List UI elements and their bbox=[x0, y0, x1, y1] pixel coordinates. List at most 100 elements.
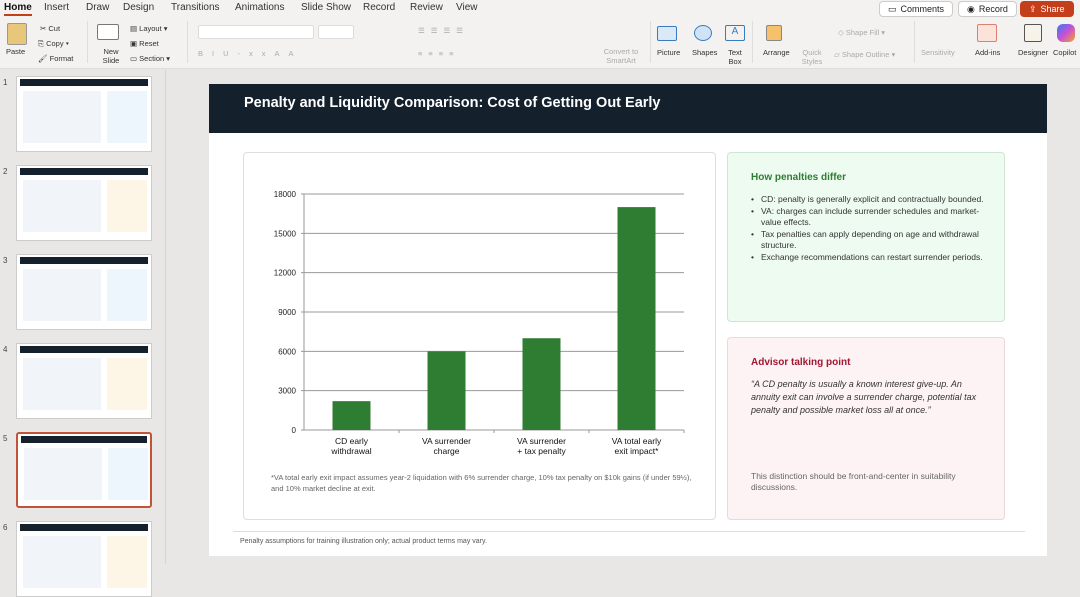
slide-thumbnail-6[interactable] bbox=[16, 521, 152, 597]
copy-button[interactable]: ⎘ Copy ▾ bbox=[38, 39, 69, 48]
new-slide-button[interactable]: New Slide bbox=[102, 47, 120, 65]
x-tick-label: CD early bbox=[335, 436, 369, 446]
tab-insert[interactable]: Insert bbox=[44, 2, 70, 13]
list-item: Tax penalties can apply depending on age… bbox=[751, 229, 996, 252]
picture-icon bbox=[657, 26, 677, 41]
cut-button[interactable]: ✂ Cut bbox=[40, 24, 61, 33]
add-ins-icon bbox=[977, 24, 997, 42]
x-tick-label: VA total early bbox=[612, 436, 662, 446]
thumb-sidebox bbox=[107, 180, 147, 232]
y-tick-label: 9000 bbox=[278, 308, 296, 317]
list-item: CD: penalty is generally explicit and co… bbox=[751, 194, 996, 206]
paragraph-icons[interactable]: ☰☰☰☰ bbox=[418, 26, 469, 35]
arrange-button[interactable]: Arrange bbox=[763, 48, 790, 57]
comments-button[interactable]: ▭ Comments bbox=[879, 1, 954, 17]
slide-thumbnail-5[interactable] bbox=[16, 432, 152, 508]
section-button[interactable]: ▭ Section ▾ bbox=[130, 54, 171, 63]
slide-title[interactable]: Penalty and Liquidity Comparison: Cost o… bbox=[244, 95, 661, 111]
x-tick-label: VA surrender bbox=[517, 436, 566, 446]
chart-footnote: *VA total early exit impact assumes year… bbox=[271, 473, 692, 493]
designer-button[interactable]: Designer bbox=[1018, 48, 1049, 57]
tab-review[interactable]: Review bbox=[410, 2, 443, 13]
slide-number: 1 bbox=[3, 78, 8, 87]
slide-number: 3 bbox=[3, 256, 8, 265]
tab-animations[interactable]: Animations bbox=[235, 2, 285, 13]
share-icon: ⇪ bbox=[1029, 3, 1037, 14]
thumb-header bbox=[20, 79, 148, 86]
list-item: VA: charges can include surrender schedu… bbox=[751, 206, 996, 229]
y-tick-label: 6000 bbox=[278, 347, 296, 356]
record-button[interactable]: ◉ Record bbox=[958, 1, 1017, 17]
penalties-title: How penalties differ bbox=[751, 172, 847, 183]
thumb-content bbox=[23, 536, 101, 588]
thumb-content bbox=[24, 448, 102, 500]
align-icons[interactable]: ≡≡≡≡ bbox=[418, 49, 460, 58]
paste-icon bbox=[7, 23, 27, 45]
slide-footer: Penalty assumptions for training illustr… bbox=[240, 538, 487, 545]
slide-number: 2 bbox=[3, 167, 8, 176]
tab-view[interactable]: View bbox=[456, 2, 478, 13]
share-button[interactable]: ⇪ Share bbox=[1020, 1, 1074, 17]
tab-home[interactable]: Home bbox=[4, 2, 32, 16]
shapes-icon bbox=[694, 25, 712, 41]
footer-divider bbox=[233, 531, 1025, 532]
tab-slide-show[interactable]: Slide Show bbox=[301, 2, 352, 13]
slide-header: Penalty and Liquidity Comparison: Cost o… bbox=[209, 84, 1047, 133]
slide-thumbnail-1[interactable] bbox=[16, 76, 152, 152]
copilot-button[interactable]: Copilot bbox=[1053, 48, 1077, 57]
x-tick-label: + tax penalty bbox=[517, 446, 566, 456]
tab-transitions[interactable]: Transitions bbox=[171, 2, 220, 13]
list-item: Exchange recommendations can restart sur… bbox=[751, 252, 996, 264]
penalties-box[interactable]: How penalties differ CD: penalty is gene… bbox=[727, 152, 1005, 322]
thumb-header bbox=[21, 436, 147, 443]
shape-outline-button[interactable]: ▱ Shape Outline ▾ bbox=[834, 50, 896, 59]
shape-fill-button[interactable]: ◇ Shape Fill ▾ bbox=[838, 28, 886, 37]
tab-record[interactable]: Record bbox=[363, 2, 396, 13]
reset-button[interactable]: ▣ Reset bbox=[130, 39, 159, 48]
paste-button[interactable]: Paste bbox=[6, 47, 26, 56]
copilot-icon bbox=[1057, 24, 1075, 42]
font-size-select[interactable] bbox=[318, 25, 354, 39]
convert-smartart-button[interactable]: Convert to SmartArt bbox=[603, 47, 639, 65]
quick-styles-button[interactable]: Quick Styles bbox=[801, 48, 823, 66]
advisor-note: This distinction should be front-and-cen… bbox=[751, 471, 956, 492]
slide-thumbnail-3[interactable] bbox=[16, 254, 152, 330]
advisor-box[interactable]: Advisor talking point “A CD penalty is u… bbox=[727, 337, 1005, 520]
x-tick-label: charge bbox=[434, 446, 460, 456]
sensitivity-button[interactable]: Sensitivity bbox=[921, 48, 955, 57]
font-name-select[interactable] bbox=[198, 25, 314, 39]
thumb-sidebox bbox=[107, 358, 147, 410]
text-box-icon: A bbox=[725, 25, 745, 41]
picture-button[interactable]: Picture bbox=[657, 48, 681, 57]
new-slide-icon bbox=[97, 24, 119, 40]
slide-thumbnail-2[interactable] bbox=[16, 165, 152, 241]
thumb-content bbox=[23, 269, 101, 321]
thumb-sidebox bbox=[107, 536, 147, 588]
y-tick-label: 18000 bbox=[274, 190, 297, 199]
ribbon: Paste ✂ Cut ⎘ Copy ▾ 🖌 Format New Slide … bbox=[0, 17, 1080, 69]
slide-thumbnail-4[interactable] bbox=[16, 343, 152, 419]
x-tick-label: withdrawal bbox=[330, 446, 371, 456]
thumb-header bbox=[20, 524, 148, 531]
thumb-content bbox=[23, 358, 101, 410]
designer-icon bbox=[1024, 24, 1042, 42]
x-tick-label: exit impact* bbox=[615, 446, 660, 456]
tab-draw[interactable]: Draw bbox=[86, 2, 110, 13]
font-format-icons[interactable]: BIU-xxAA bbox=[198, 49, 303, 58]
bar-chart: 0 3000 6000 9000 12000 15000 18000 CD earlywith… bbox=[274, 190, 685, 456]
shapes-button[interactable]: Shapes bbox=[692, 48, 718, 57]
format-painter-button[interactable]: 🖌 Format bbox=[38, 54, 74, 63]
slide-thumbnail-panel[interactable]: 1 2 3 4 5 6 bbox=[0, 70, 166, 597]
chart-container[interactable]: 0 3000 6000 9000 12000 15000 18000 CD early with… bbox=[243, 152, 716, 520]
advisor-quote: “A CD penalty is usually a known interes… bbox=[751, 379, 977, 415]
text-box-button[interactable]: Text Box bbox=[728, 48, 742, 66]
slide-canvas[interactable]: Penalty and Liquidity Comparison: Cost o… bbox=[209, 84, 1047, 556]
layout-button[interactable]: ▤ Layout ▾ bbox=[130, 24, 168, 33]
y-tick-label: 3000 bbox=[278, 387, 296, 396]
thumb-sidebox bbox=[107, 91, 147, 143]
arrange-icon bbox=[766, 25, 782, 41]
add-ins-button[interactable]: Add-ins bbox=[975, 48, 1001, 57]
y-tick-label: 12000 bbox=[274, 269, 297, 278]
y-tick-label: 0 bbox=[292, 426, 297, 435]
tab-design[interactable]: Design bbox=[123, 2, 155, 13]
